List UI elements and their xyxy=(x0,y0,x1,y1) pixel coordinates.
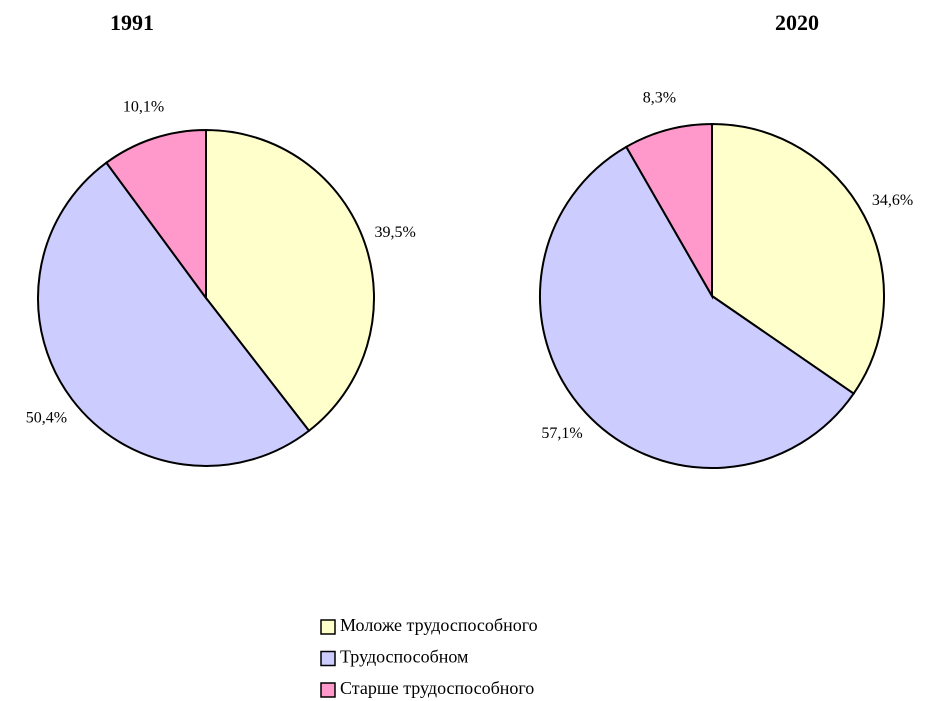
pie-slice xyxy=(37,161,311,467)
pie-slice xyxy=(205,128,375,433)
chart-title: 2020 xyxy=(775,10,819,35)
pie-slice xyxy=(539,145,856,469)
pie-slice xyxy=(624,122,713,300)
legend-label: Старше трудоспособного xyxy=(340,678,534,698)
pie-slice xyxy=(105,128,207,302)
legend-swatch xyxy=(320,682,336,698)
legend-swatch xyxy=(320,619,336,635)
legend-label: Трудоспособном xyxy=(340,647,468,667)
chart-title: 1991 xyxy=(110,10,154,35)
data-label: 10,1% xyxy=(123,99,164,116)
pie-slice xyxy=(711,122,885,395)
data-label: 50,4% xyxy=(26,409,67,426)
data-label: 8,3% xyxy=(643,90,676,107)
data-label: 57,1% xyxy=(541,425,582,442)
legend-swatch xyxy=(320,650,336,667)
legend-label: Моложе трудоспособного xyxy=(340,615,538,635)
data-label: 39,5% xyxy=(375,224,416,241)
data-label: 34,6% xyxy=(872,192,913,209)
